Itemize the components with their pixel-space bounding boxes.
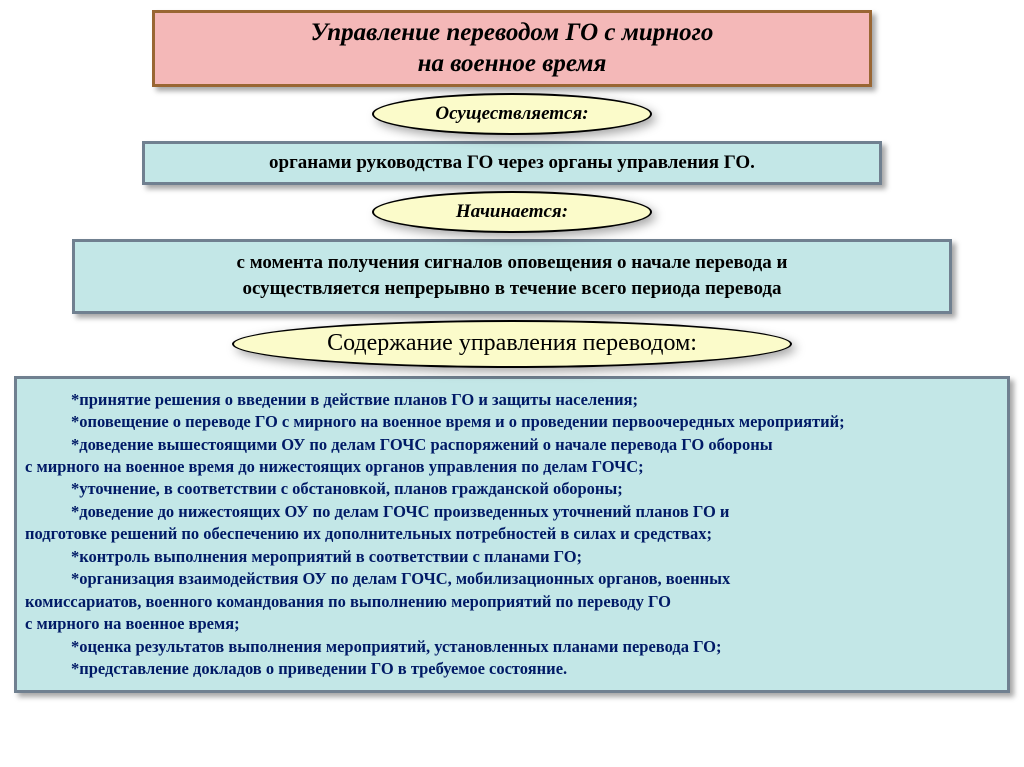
rect-2-line2: осуществляется непрерывно в течение всег… — [242, 278, 781, 299]
content-line: *доведение до нижестоящих ОУ по делам ГО… — [23, 501, 999, 523]
ellipse-soderzhanie: Содержание управления переводом: — [232, 320, 792, 368]
rect-organy: органами руководства ГО через органы упр… — [142, 141, 882, 185]
content-line: *представление докладов о приведении ГО … — [23, 658, 999, 680]
ellipse-1-label: Осуществляется: — [372, 93, 652, 135]
ellipse-nachinaetsya: Начинается: — [372, 191, 652, 233]
content-box: *принятие решения о введении в действие … — [14, 376, 1010, 694]
content-line: *организация взаимодействия ОУ по делам … — [23, 568, 999, 590]
ellipse-2-label: Начинается: — [372, 191, 652, 233]
content-line: подготовке решений по обеспечению их доп… — [23, 523, 999, 545]
content-line: комиссариатов, военного командования по … — [23, 591, 999, 613]
rect-1-text: органами руководства ГО через органы упр… — [269, 152, 755, 173]
content-line: *оценка результатов выполнения мероприят… — [23, 636, 999, 658]
ellipse-osushchestvlyaetsya: Осуществляется: — [372, 93, 652, 135]
content-line: с мирного на военное время до нижестоящи… — [23, 456, 999, 478]
ellipse-3-label: Содержание управления переводом: — [232, 320, 792, 368]
title-box: Управление переводом ГО с мирного на вое… — [152, 10, 872, 87]
rect-s-momenta: с момента получения сигналов оповещения … — [72, 239, 952, 314]
content-line: *уточнение, в соответствии с обстановкой… — [23, 478, 999, 500]
content-line: *принятие решения о введении в действие … — [23, 389, 999, 411]
content-line: *контроль выполнения мероприятий в соотв… — [23, 546, 999, 568]
content-line: *доведение вышестоящими ОУ по делам ГОЧС… — [23, 434, 999, 456]
title-line2: на военное время — [418, 50, 607, 77]
title-line1: Управление переводом ГО с мирного — [311, 19, 714, 46]
content-line: *оповещение о переводе ГО с мирного на в… — [23, 411, 999, 433]
content-line: с мирного на военное время; — [23, 613, 999, 635]
rect-2-line1: с момента получения сигналов оповещения … — [237, 252, 788, 273]
